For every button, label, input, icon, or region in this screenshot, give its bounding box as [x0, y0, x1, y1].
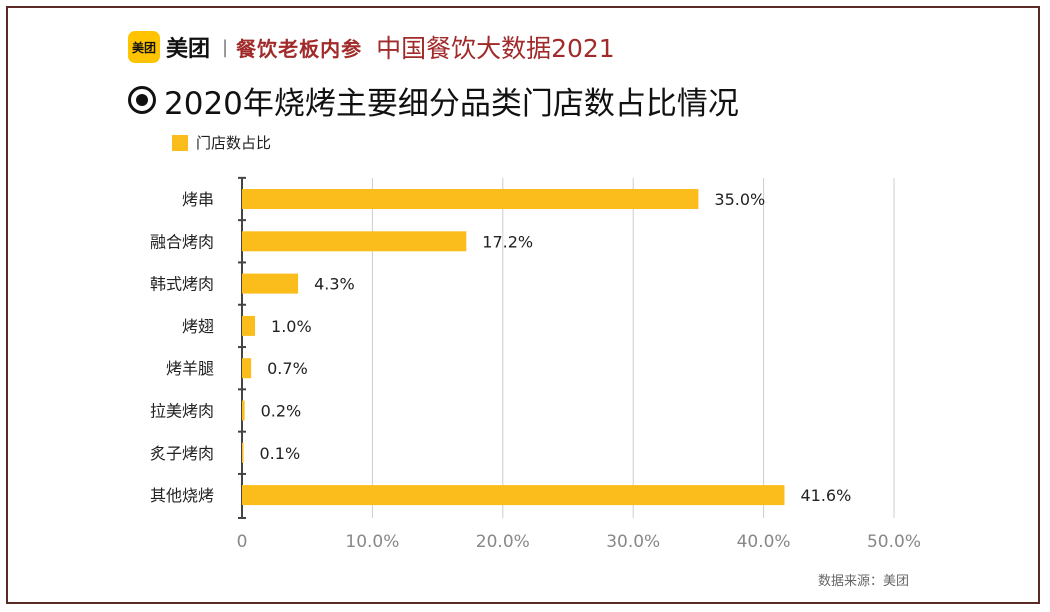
chart-title: 2020年烧烤主要细分品类门店数占比情况	[164, 85, 739, 122]
data-label: 0.1%	[260, 444, 301, 463]
category-label: 烤羊腿	[166, 359, 214, 378]
category-label: 炙子烤肉	[150, 444, 214, 463]
source-note: 数据来源：美团	[818, 574, 910, 589]
bar	[242, 231, 467, 252]
legend: 门店数占比	[172, 132, 271, 153]
brand-header: 美团 美团 | 餐饮老板内参 中国餐饮大数据2021	[128, 30, 615, 64]
x-tick-label: 10.0%	[345, 532, 399, 552]
bar	[242, 189, 699, 209]
x-tick-label: 0	[237, 532, 248, 552]
target-bullet-icon	[128, 86, 156, 114]
data-label: 4.3%	[314, 275, 355, 294]
bar	[242, 315, 256, 336]
report-title: 中国餐饮大数据2021	[376, 34, 615, 63]
brand-separator: |	[222, 36, 229, 58]
category-label: 烤翅	[182, 317, 214, 336]
bar	[242, 273, 299, 294]
outer-frame	[6, 6, 1040, 604]
category-label: 烤串	[182, 190, 214, 209]
x-tick-label: 30.0%	[606, 532, 660, 552]
data-label: 17.2%	[482, 232, 533, 251]
x-tick-label: 50.0%	[867, 532, 921, 552]
category-label: 融合烤肉	[150, 232, 214, 251]
category-label: 其他烧烤	[150, 486, 214, 505]
bar	[242, 485, 785, 506]
category-label: 韩式烤肉	[150, 275, 214, 294]
data-label: 0.2%	[261, 402, 302, 421]
x-tick-label: 20.0%	[476, 532, 530, 552]
bar	[242, 400, 245, 421]
legend-swatch	[172, 134, 188, 151]
chart-title-row: 2020年烧烤主要细分品类门店数占比情况	[128, 78, 739, 122]
brand-name: 美团	[166, 37, 211, 62]
x-tick-label: 40.0%	[737, 532, 791, 552]
category-label: 拉美烤肉	[150, 402, 214, 421]
bar	[242, 358, 252, 379]
data-label: 0.7%	[267, 359, 308, 378]
data-label: 1.0%	[271, 317, 312, 336]
legend-label: 门店数占比	[196, 134, 272, 152]
data-label: 41.6%	[800, 486, 851, 505]
data-label: 35.0%	[714, 190, 765, 209]
meituan-logo-icon: 美团	[128, 31, 160, 63]
bar	[242, 442, 244, 463]
publisher-logo: 餐饮老板内参	[236, 36, 363, 61]
